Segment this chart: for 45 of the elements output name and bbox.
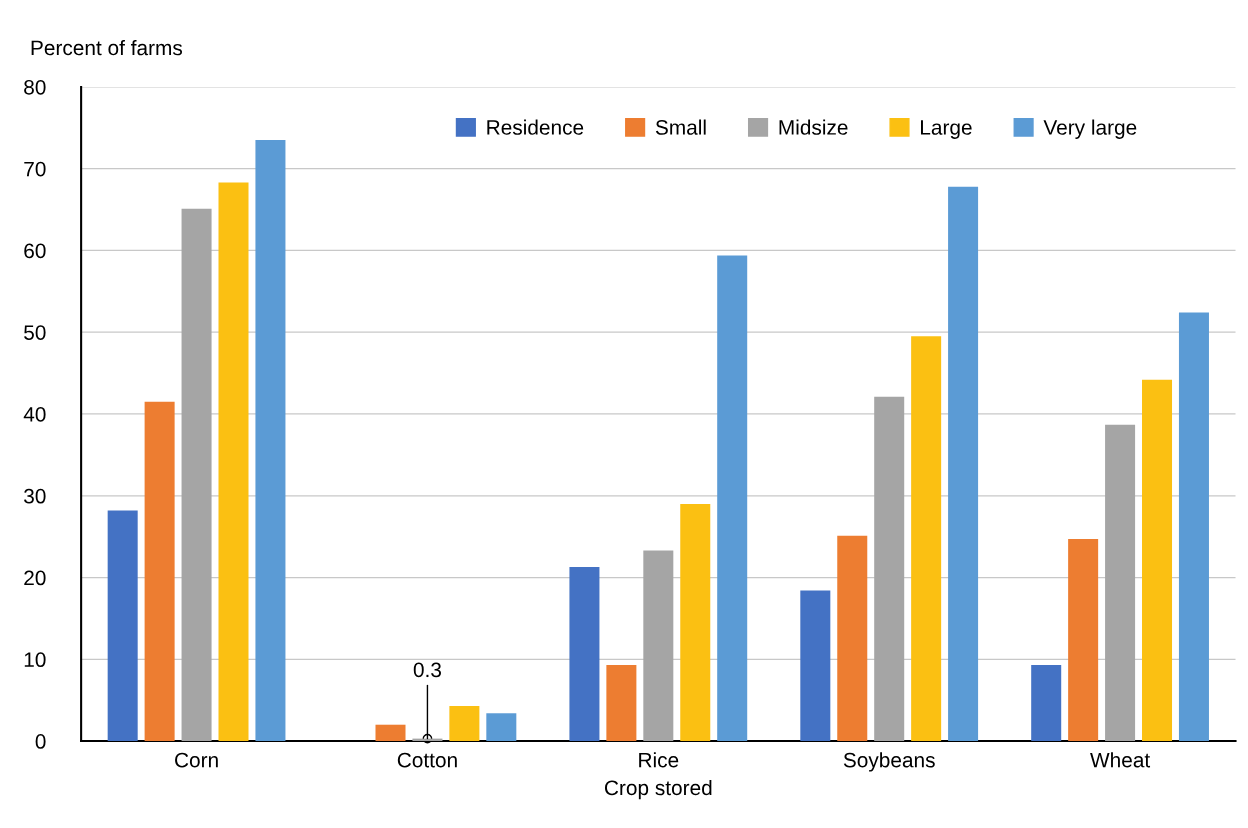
bar: [1105, 424, 1136, 742]
legend-label: Very large: [1043, 119, 1137, 139]
y-tick-label: 20: [24, 570, 46, 586]
bar: [181, 208, 212, 742]
bar: [1031, 665, 1062, 742]
bar: [218, 182, 249, 742]
bar: [1142, 379, 1173, 742]
annotation: 0.3: [413, 662, 442, 678]
y-tick-label: 50: [24, 325, 46, 340]
bar: [1068, 539, 1099, 742]
x-tick-label: Corn: [175, 752, 218, 768]
bar: [486, 713, 517, 742]
bar: [800, 590, 831, 742]
bar: [948, 186, 979, 742]
bar: [911, 336, 942, 742]
x-tick-label: Rice: [639, 752, 679, 768]
bar: [255, 140, 286, 742]
x-axis-title: Crop stored: [604, 779, 712, 800]
legend-label: Small: [655, 119, 706, 135]
legend-label: Midsize: [779, 119, 848, 135]
x-tick-label: Cotton: [397, 752, 457, 768]
bar: [606, 665, 637, 742]
legend-label: Large: [921, 120, 972, 139]
y-axis-title: Percent of farms: [31, 39, 183, 56]
bar: [643, 550, 674, 742]
bar: [144, 401, 175, 742]
y-tick-label: 40: [23, 407, 46, 422]
y-tick-label: 60: [24, 243, 46, 259]
bar: [1178, 312, 1209, 742]
bar: [874, 396, 905, 742]
y-tick-label: 10: [24, 652, 46, 668]
x-tick-label: Soybeans: [843, 752, 935, 772]
bar: [449, 705, 480, 742]
bar: [717, 255, 748, 742]
bar: [680, 503, 711, 742]
bar: [569, 566, 600, 742]
legend-label: Residence: [487, 119, 584, 135]
x-tick-label: Wheat: [1090, 752, 1151, 768]
bar: [107, 510, 138, 742]
y-tick-label: 0: [35, 734, 46, 749]
y-tick-label: 80: [24, 79, 46, 95]
y-tick-label: 70: [24, 161, 46, 177]
bar: [375, 724, 406, 742]
bar: [837, 535, 868, 742]
y-tick-label: 30: [24, 488, 46, 504]
